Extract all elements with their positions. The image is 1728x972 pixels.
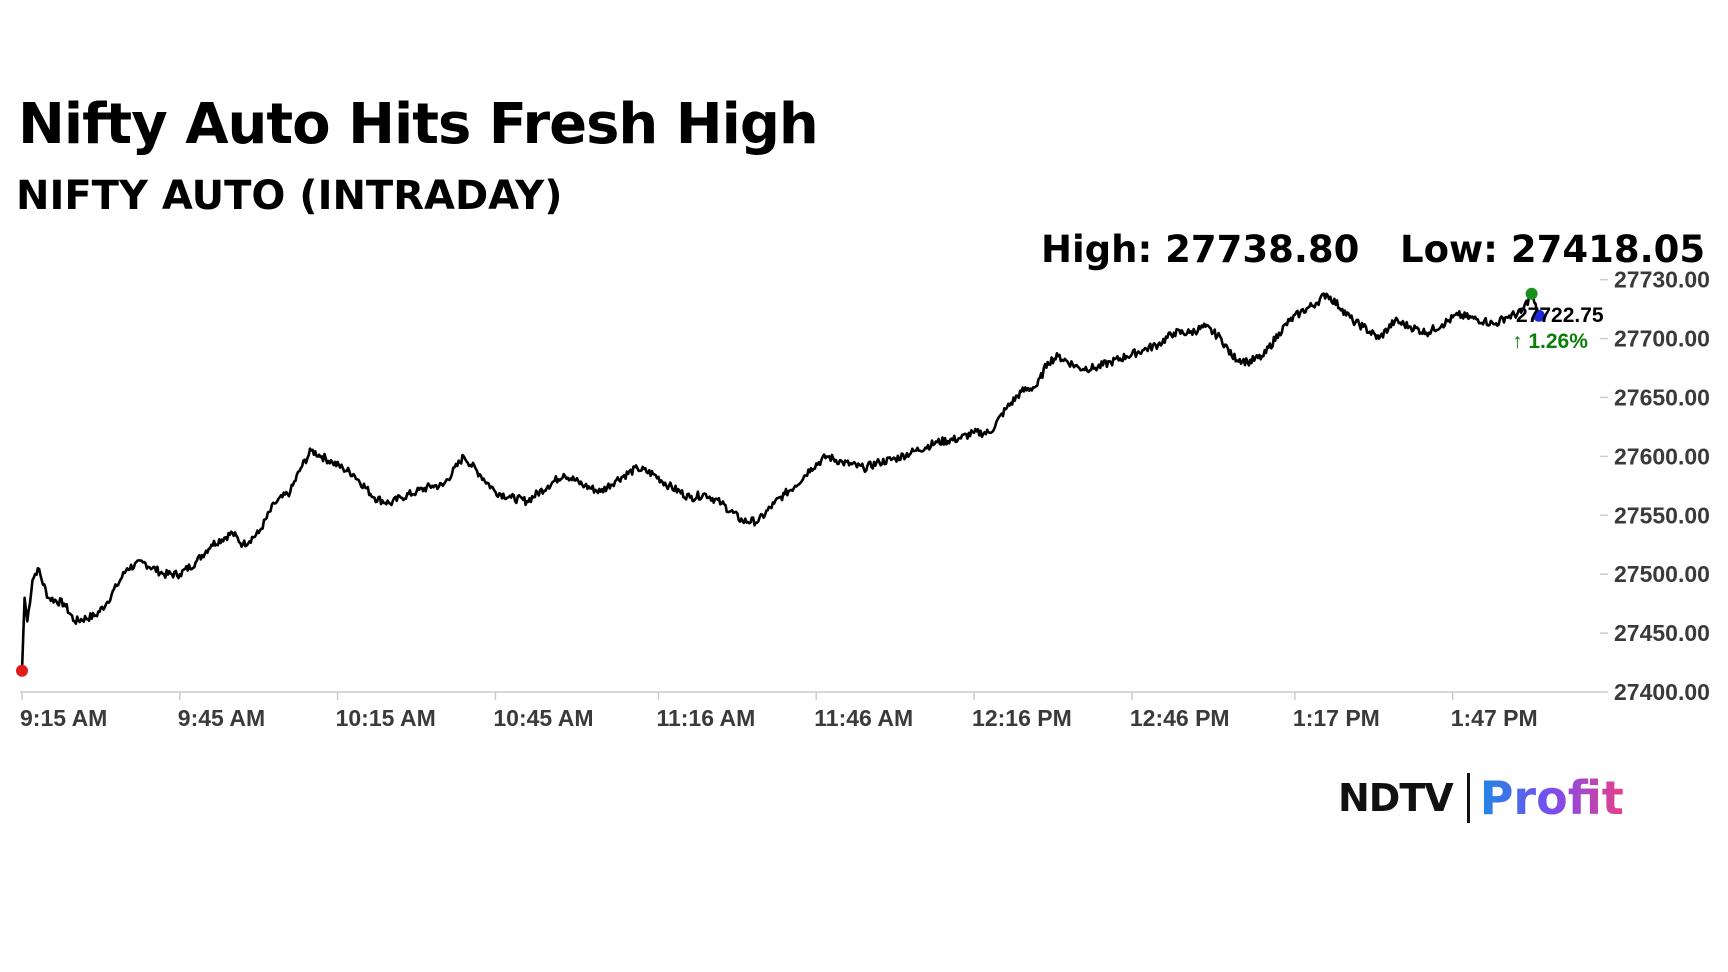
marker-layer: [16, 287, 1545, 677]
chart-subtitle: NIFTY AUTO (INTRADAY): [16, 173, 563, 219]
x-tick-label: 1:17 PM: [1293, 705, 1380, 731]
x-tick-label: 9:45 AM: [178, 705, 265, 731]
y-tick-label: 27730.00: [1614, 267, 1710, 293]
low-label: Low: 27418.05: [1400, 228, 1706, 271]
logo-brand: NDTV: [1338, 776, 1454, 820]
y-tick-label: 27400.00: [1614, 679, 1710, 705]
y-tick-label: 27600.00: [1614, 443, 1710, 469]
x-tick-label: 12:46 PM: [1130, 705, 1230, 731]
chart-title: Nifty Auto Hits Fresh High: [18, 92, 819, 157]
y-tick-label: 27550.00: [1614, 502, 1710, 528]
x-tick-label: 11:46 AM: [814, 705, 913, 731]
y-tick-label: 27700.00: [1614, 326, 1710, 352]
x-tick-label: 1:47 PM: [1451, 705, 1538, 731]
ndtv-profit-logo: NDTV Profit: [1338, 770, 1624, 826]
logo-product: Profit: [1479, 771, 1624, 825]
y-tick-label: 27450.00: [1614, 620, 1710, 646]
price-line: [20, 292, 1539, 671]
logo-divider: [1466, 773, 1470, 823]
x-tick-label: 11:16 AM: [656, 705, 755, 731]
axis-layer: 9:15 AM 9:45 AM 10:15 AM 10:45 AM 11:16 AM 11…: [20, 267, 1710, 731]
last-value-label: 27722.75: [1516, 304, 1604, 327]
y-tick-label: 27650.00: [1614, 384, 1710, 410]
x-tick-label: 10:45 AM: [493, 705, 593, 731]
change-percent-label: ↑ 1.26%: [1512, 330, 1588, 353]
high-label: High: 27738.80: [1041, 228, 1360, 271]
x-tick-label: 12:16 PM: [972, 705, 1072, 731]
y-tick-label: 27500.00: [1614, 561, 1710, 587]
x-tick-label: 10:15 AM: [336, 705, 436, 731]
high-marker: [1525, 287, 1538, 300]
x-tick-label: 9:15 AM: [20, 705, 107, 731]
last-marker: [1532, 309, 1545, 322]
low-marker: [16, 664, 28, 677]
